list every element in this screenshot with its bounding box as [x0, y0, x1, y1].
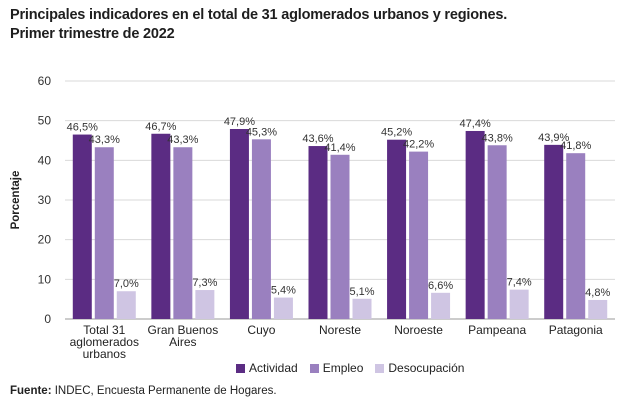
x-tick-label: Pampeana: [468, 323, 526, 337]
data-label: 5,4%: [271, 285, 296, 297]
data-label: 41,4%: [324, 142, 355, 154]
data-label: 43,8%: [482, 132, 513, 144]
legend-label: Empleo: [322, 361, 364, 375]
bar-empleo: [566, 153, 586, 319]
bar-empleo: [94, 147, 114, 319]
bar-empleo: [487, 145, 507, 319]
bar-actividad: [229, 128, 249, 319]
bar-desocupación: [431, 292, 451, 319]
data-label: 46,7%: [145, 121, 176, 133]
y-tick-label: 40: [38, 153, 52, 167]
x-tick-label: aglomerados: [70, 335, 139, 349]
chart-title-line1: Principales indicadores en el total de 3…: [10, 7, 508, 23]
bar-desocupación: [195, 290, 215, 319]
x-tick-label: Total 31: [83, 323, 125, 337]
y-axis-label: Porcentaje: [10, 171, 22, 230]
bar-empleo: [409, 151, 429, 319]
y-tick-label: 20: [38, 233, 52, 247]
x-tick-label: Patagonia: [549, 323, 603, 337]
source-text: INDEC, Encuesta Permanente de Hogares.: [54, 385, 277, 397]
bar-actividad: [151, 133, 171, 319]
data-label: 4,8%: [585, 287, 610, 299]
data-label: 5,1%: [349, 286, 374, 298]
chart-legend: Actividad Empleo Desocupación: [236, 361, 464, 375]
x-tick-label: Noroeste: [394, 323, 443, 337]
bar-desocupación: [509, 289, 529, 319]
legend-item: Desocupación: [375, 361, 464, 375]
y-tick-label: 0: [44, 312, 51, 326]
bar-desocupación: [588, 299, 608, 319]
data-label: 7,3%: [192, 277, 217, 289]
data-label: 46,5%: [67, 122, 98, 134]
legend-swatch: [375, 363, 385, 373]
x-tick-label: urbanos: [83, 347, 126, 361]
x-tick-label: Noreste: [319, 323, 361, 337]
x-tick-label: Gran Buenos: [147, 323, 218, 337]
bar-empleo: [251, 139, 271, 319]
legend-swatch: [309, 363, 319, 373]
data-label: 47,4%: [460, 118, 491, 130]
legend-item: Actividad: [236, 361, 298, 375]
legend-label: Actividad: [249, 361, 298, 375]
bar-actividad: [308, 146, 328, 319]
source-note: Fuente: INDEC, Encuesta Permanente de Ho…: [10, 385, 277, 397]
chart-title-line2: Primer trimestre de 2022: [10, 26, 175, 42]
data-label: 42,2%: [403, 139, 434, 151]
bar-desocupación: [352, 298, 372, 319]
data-label: 41,8%: [560, 140, 591, 152]
y-tick-label: 30: [38, 193, 52, 207]
bar-empleo: [173, 147, 193, 319]
data-label: 43,3%: [167, 134, 198, 146]
data-label: 47,9%: [224, 116, 255, 128]
x-tick-label: Cuyo: [247, 323, 275, 337]
data-label: 7,4%: [507, 277, 532, 289]
legend-label: Desocupación: [388, 361, 465, 375]
data-label: 43,3%: [89, 134, 120, 146]
y-tick-label: 60: [38, 74, 52, 88]
data-label: 43,9%: [538, 132, 569, 144]
y-tick-label: 50: [38, 114, 52, 128]
data-label: 45,2%: [381, 127, 412, 139]
data-label: 45,3%: [246, 126, 277, 138]
bar-actividad: [387, 139, 407, 319]
bar-actividad: [544, 144, 564, 319]
bar-desocupación: [116, 291, 136, 319]
data-label: 7,0%: [114, 278, 139, 290]
legend-item: Empleo: [309, 361, 364, 375]
data-label: 43,6%: [302, 133, 333, 145]
chart-title: Principales indicadores en el total de 3…: [10, 6, 507, 44]
bar-empleo: [330, 154, 350, 319]
bar-desocupación: [273, 297, 293, 319]
source-label: Fuente:: [10, 385, 52, 397]
y-tick-label: 10: [38, 272, 52, 286]
legend-swatch: [236, 363, 245, 373]
bar-actividad: [72, 134, 92, 319]
data-label: 6,6%: [428, 280, 453, 292]
x-tick-label: Aires: [169, 335, 196, 349]
bar-actividad: [465, 130, 485, 319]
